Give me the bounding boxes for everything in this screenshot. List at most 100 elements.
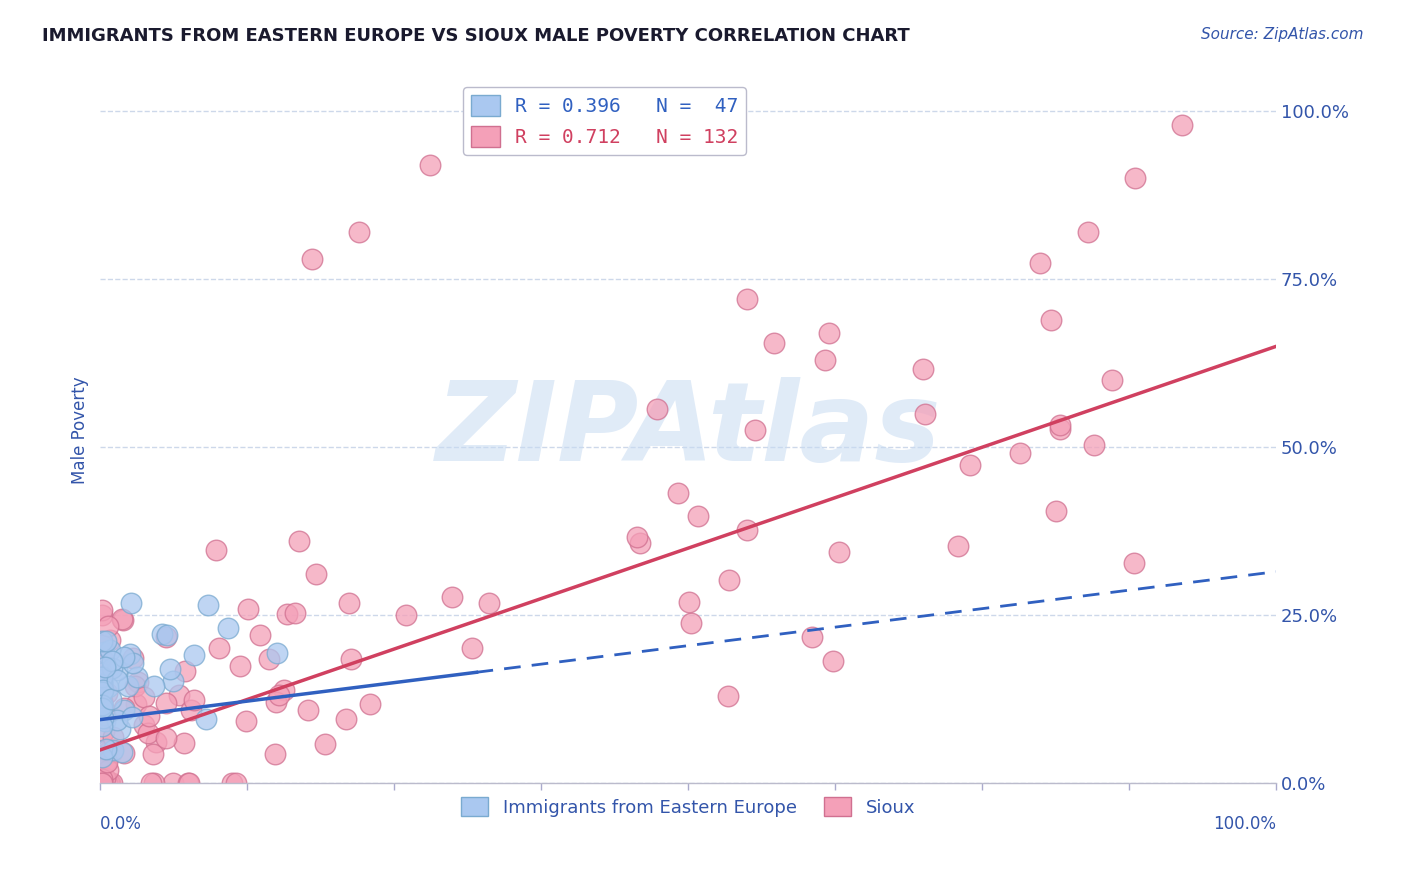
Point — [645, 402, 668, 417]
Point — [225, 776, 247, 790]
Point — [347, 225, 370, 239]
Point — [143, 776, 166, 790]
Point — [91, 772, 114, 786]
Point — [105, 713, 128, 727]
Point — [96, 633, 118, 648]
Point — [90, 668, 112, 682]
Point — [90, 670, 112, 684]
Point — [681, 615, 703, 630]
Point — [90, 698, 112, 712]
Point — [1029, 256, 1052, 270]
Point — [195, 712, 218, 726]
Point — [98, 643, 121, 657]
Point — [221, 776, 243, 790]
Point — [339, 596, 361, 610]
Point — [90, 676, 112, 690]
Point — [125, 670, 148, 684]
Point — [821, 654, 844, 668]
Point — [94, 772, 117, 786]
Point — [284, 607, 307, 621]
Point — [266, 646, 288, 660]
Point — [207, 640, 229, 655]
Point — [90, 665, 112, 680]
Point — [93, 645, 115, 659]
Point — [93, 723, 115, 738]
Point — [139, 776, 162, 790]
Point — [93, 776, 115, 790]
Point — [1049, 422, 1071, 436]
Point — [93, 683, 115, 698]
Point — [97, 745, 120, 759]
Point — [287, 534, 309, 549]
Point — [717, 690, 740, 704]
Point — [96, 776, 118, 790]
Point — [114, 747, 136, 761]
Point — [97, 763, 120, 777]
Point — [460, 641, 482, 656]
Point — [108, 722, 131, 736]
Point — [121, 656, 143, 670]
Point — [112, 703, 135, 717]
Point — [98, 776, 121, 790]
Point — [395, 608, 418, 623]
Point — [273, 683, 295, 698]
Point — [112, 701, 135, 715]
Text: IMMIGRANTS FROM EASTERN EUROPE VS SIOUX MALE POVERTY CORRELATION CHART: IMMIGRANTS FROM EASTERN EUROPE VS SIOUX … — [42, 27, 910, 45]
Point — [90, 719, 112, 733]
Point — [93, 703, 115, 717]
Point — [121, 710, 143, 724]
Point — [90, 776, 112, 790]
Point — [124, 678, 146, 692]
Point — [205, 542, 228, 557]
Point — [335, 712, 357, 726]
Point — [90, 776, 112, 790]
Point — [96, 743, 118, 757]
Point — [90, 694, 112, 708]
Point — [666, 486, 689, 500]
Point — [103, 731, 125, 745]
Point — [90, 776, 112, 790]
Point — [176, 776, 198, 790]
Point — [717, 573, 740, 587]
Point — [101, 745, 124, 759]
Point — [1045, 504, 1067, 518]
Point — [912, 362, 935, 376]
Point — [112, 650, 135, 665]
Point — [125, 697, 148, 711]
Point — [440, 590, 463, 604]
Point — [236, 602, 259, 616]
Point — [630, 536, 652, 550]
Point — [235, 714, 257, 728]
Point — [91, 776, 114, 790]
Point — [1171, 118, 1194, 132]
Point — [1040, 313, 1063, 327]
Point — [138, 709, 160, 723]
Point — [174, 664, 197, 678]
Point — [90, 639, 112, 653]
Point — [93, 714, 115, 729]
Point — [90, 776, 112, 790]
Point — [1049, 417, 1071, 432]
Point — [90, 772, 112, 786]
Point — [959, 458, 981, 472]
Point — [97, 680, 120, 694]
Point — [735, 293, 758, 307]
Point — [90, 683, 112, 698]
Point — [156, 628, 179, 642]
Point — [744, 423, 766, 437]
Point — [90, 776, 112, 790]
Point — [142, 747, 165, 761]
Point — [229, 658, 252, 673]
Point — [946, 539, 969, 553]
Point — [155, 630, 177, 644]
Point — [101, 776, 124, 790]
Point — [105, 673, 128, 688]
Point — [100, 692, 122, 706]
Point — [828, 544, 851, 558]
Point — [90, 776, 112, 790]
Point — [96, 755, 118, 769]
Point — [1101, 372, 1123, 386]
Point — [91, 711, 114, 725]
Point — [97, 619, 120, 633]
Point — [359, 697, 381, 711]
